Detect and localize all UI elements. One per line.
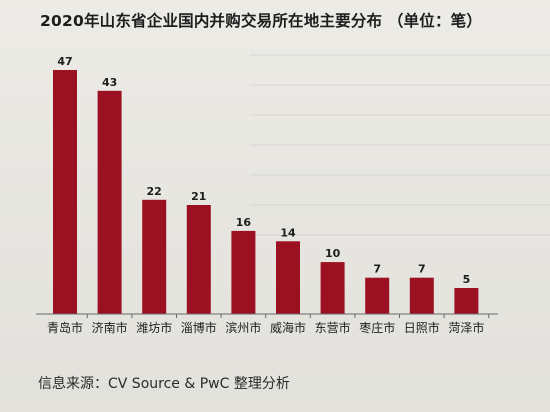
value-label-8: 7 — [418, 263, 426, 276]
chart-title: 2020年山东省企业国内并购交易所在地主要分布 （单位：笔） — [40, 12, 483, 30]
category-label-7: 枣庄市 — [359, 320, 395, 335]
value-label-3: 21 — [191, 190, 206, 203]
background-bleed-through — [250, 40, 550, 240]
category-label-4: 滨州市 — [225, 320, 261, 335]
category-labels-layer: 青岛市 济南市 潍坊市 淄博市 滨州市 威海市 东营市 枣庄市 日照市 菏泽市 — [47, 320, 484, 335]
x-axis — [36, 313, 498, 318]
category-label-0: 青岛市 — [47, 320, 83, 335]
bar-7 — [365, 277, 390, 314]
bars-layer — [53, 70, 479, 314]
bar-4 — [231, 230, 256, 314]
value-label-6: 10 — [325, 247, 341, 260]
category-label-5: 威海市 — [270, 320, 306, 335]
bar-2 — [142, 199, 167, 314]
value-label-1: 43 — [102, 76, 117, 89]
value-label-5: 14 — [280, 226, 296, 239]
value-label-9: 5 — [463, 273, 471, 286]
category-label-3: 淄博市 — [181, 320, 217, 335]
category-label-9: 菏泽市 — [448, 320, 484, 335]
value-label-4: 16 — [236, 216, 252, 229]
category-label-1: 济南市 — [92, 320, 128, 335]
value-labels-layer: 47 43 22 21 16 14 10 7 7 5 — [57, 55, 470, 286]
bar-3 — [186, 205, 211, 314]
bar-1 — [97, 90, 122, 314]
bar-9 — [454, 288, 479, 314]
source-note: 信息来源：CV Source & PwC 整理分析 — [38, 376, 290, 392]
value-label-7: 7 — [373, 263, 381, 276]
bar-6 — [320, 262, 345, 314]
category-label-6: 东营市 — [315, 320, 351, 335]
category-label-8: 日照市 — [404, 320, 440, 335]
bar-5 — [276, 241, 300, 314]
category-label-2: 潍坊市 — [136, 320, 172, 335]
value-label-2: 22 — [147, 185, 162, 198]
bar-8 — [409, 277, 434, 314]
bar-0 — [53, 70, 77, 314]
value-label-0: 47 — [57, 55, 72, 68]
